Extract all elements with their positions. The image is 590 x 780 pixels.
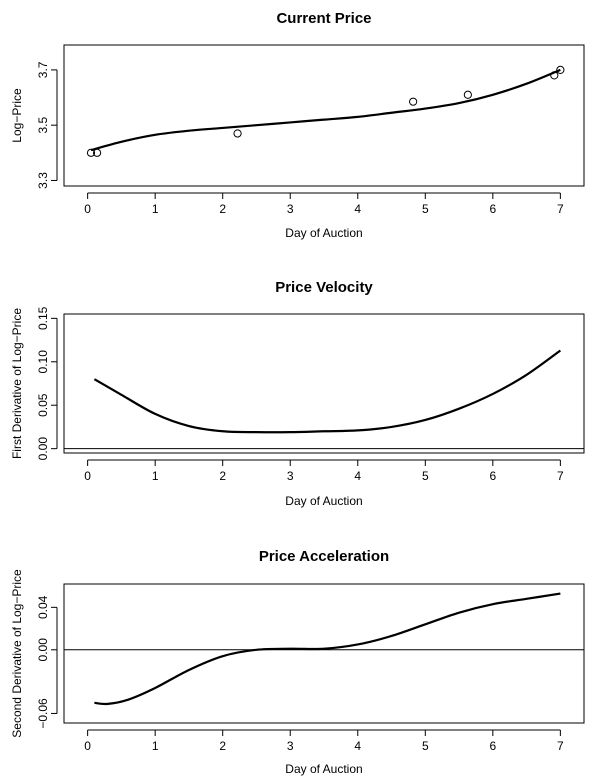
x-tick-label: 6 (489, 202, 496, 216)
chart-panel-2: Price Velocity 0 1 2 3 4 5 6 7 Day of Auction 0.00… (10, 279, 585, 508)
data-point (86, 148, 96, 157)
y-tick-label: 0.04 (36, 595, 50, 619)
x-tick-label: 3 (287, 739, 294, 753)
x-tick-label: 4 (354, 202, 361, 216)
chart-title: Price Velocity (275, 279, 373, 296)
x-tick-label: 6 (489, 469, 496, 483)
y-tick-label: 0.05 (36, 393, 50, 417)
x-tick-label: 7 (557, 739, 564, 753)
chart-title: Price Acceleration (259, 548, 389, 565)
y-tick-label: 0.00 (36, 638, 50, 662)
chart-panel-3: Price Acceleration 0 1 2 3 4 5 6 7 Day of Auction… (10, 548, 585, 776)
x-tick-label: 7 (557, 469, 564, 483)
data-point (409, 97, 418, 106)
plot-frame (63, 44, 585, 187)
y-tick-label: 3.7 (36, 61, 50, 78)
x-tick-label: 2 (219, 202, 226, 216)
x-tick-label: 0 (84, 739, 91, 753)
y-tick-label: 0.10 (36, 350, 50, 374)
x-tick-label: 0 (84, 202, 91, 216)
x-tick-label: 2 (219, 739, 226, 753)
plot-area (64, 592, 584, 706)
x-tick-label: 0 (84, 469, 91, 483)
x-tick-label: 3 (287, 469, 294, 483)
data-point (233, 129, 242, 138)
data-point (556, 65, 565, 74)
x-axis-label: Day of Auction (285, 226, 362, 240)
x-tick-label: 4 (354, 469, 361, 483)
series-line (93, 349, 562, 434)
data-point (92, 148, 102, 157)
x-tick-label: 1 (152, 739, 159, 753)
plot-frame (63, 583, 585, 724)
y-axis-label: First Derivative of Log−Price (10, 308, 24, 459)
plot-area (90, 68, 561, 152)
y-axis-label: Second Derivative of Log−Price (10, 569, 24, 738)
x-tick-label: 1 (152, 469, 159, 483)
chart-panel-1: Current Price 0 1 2 3 4 5 6 7 Day of Auction 3.3 3.… (10, 10, 585, 240)
x-tick-label: 5 (422, 469, 429, 483)
y-tick-label: −0.06 (36, 698, 50, 729)
data-point (463, 90, 472, 99)
y-tick-label: 3.5 (36, 117, 50, 134)
y-tick-label: 3.3 (36, 172, 50, 189)
chart-title: Current Price (276, 10, 371, 27)
plot-area (64, 349, 584, 450)
x-tick-label: 7 (557, 202, 564, 216)
plot-frame (63, 313, 585, 454)
fitted-curve (90, 68, 561, 152)
series-line (94, 592, 561, 706)
x-tick-label: 1 (152, 202, 159, 216)
x-tick-label: 3 (287, 202, 294, 216)
x-tick-label: 4 (354, 739, 361, 753)
y-tick-label: 0.00 (36, 437, 50, 461)
x-tick-label: 2 (219, 469, 226, 483)
y-axis-label: Log−Price (10, 88, 24, 143)
x-tick-label: 5 (422, 739, 429, 753)
x-tick-label: 6 (489, 739, 496, 753)
x-tick-label: 5 (422, 202, 429, 216)
x-axis-label: Day of Auction (285, 762, 362, 776)
data-point (550, 71, 559, 80)
x-axis-label: Day of Auction (285, 494, 362, 508)
y-tick-label: 0.15 (36, 306, 50, 330)
